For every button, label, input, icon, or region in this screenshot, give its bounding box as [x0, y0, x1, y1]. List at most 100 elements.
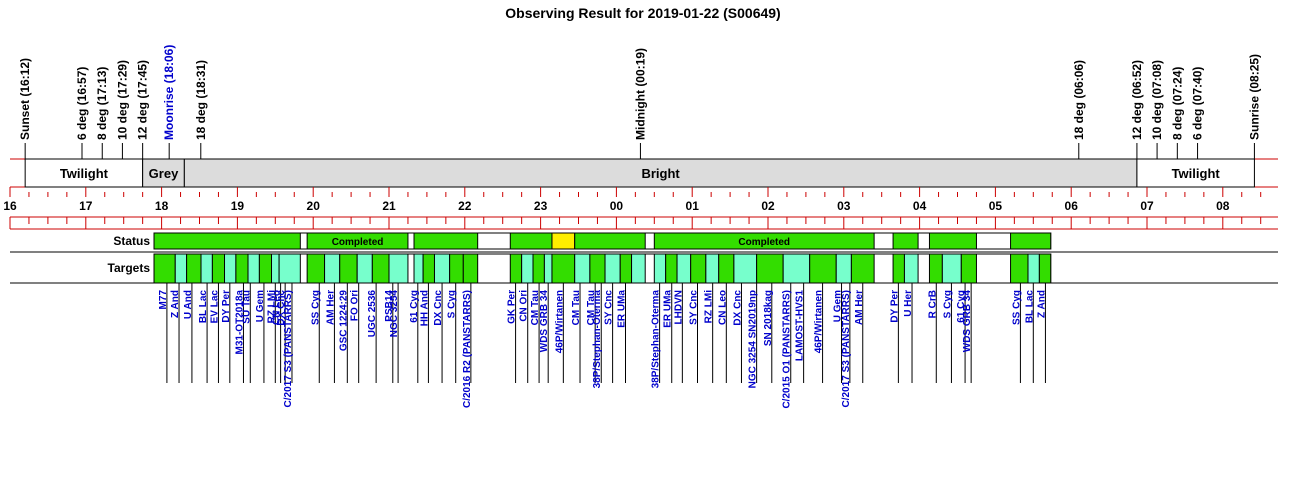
target-label: UGC 2536: [367, 290, 378, 338]
target-block: [551, 253, 576, 284]
event-label: 18 deg (06:06): [1072, 60, 1086, 140]
hour-label: 20: [307, 199, 321, 213]
target-block: [356, 253, 373, 284]
target-label: CN Leo: [717, 290, 728, 325]
target-label: LHDVN: [673, 290, 684, 324]
target-block: [574, 253, 591, 284]
target-label: 61 Cyg: [409, 290, 420, 323]
target-block: [462, 253, 479, 284]
target-label: U Her: [903, 290, 914, 317]
target-label: 46P/Wirtanen: [814, 290, 825, 353]
target-label: LAMOST-HVS1: [795, 290, 806, 362]
target-block: [278, 253, 301, 284]
target-block: [903, 253, 919, 284]
target-block: [1027, 253, 1040, 284]
hour-label: 17: [79, 199, 93, 213]
target-label: HH And: [419, 290, 430, 326]
event-label: 6 deg (07:40): [1191, 67, 1205, 140]
target-label: PSB14: [384, 290, 395, 322]
status-row-label: Status: [113, 234, 150, 248]
target-label: DY Per: [889, 290, 900, 323]
target-label: 38P/Stephan-Oterma: [651, 290, 662, 389]
target-label: AM Her: [854, 290, 865, 325]
target-block: [690, 253, 707, 284]
event-markers: Sunset (16:12) 6 deg (16:57) 8 deg (17:13)…: [18, 45, 1261, 160]
targets-row-label: Targets: [108, 261, 151, 275]
hour-label: 06: [1065, 199, 1079, 213]
target-label: RZ LMi: [704, 290, 715, 324]
hour-label: 18: [155, 199, 169, 213]
hour-label: 21: [382, 199, 396, 213]
hour-label: 04: [913, 199, 927, 213]
event-label: 8 deg (07:24): [1170, 67, 1184, 140]
target-label: CN Leo: [272, 290, 283, 325]
event-label: 12 deg (17:45): [136, 60, 150, 140]
target-label: C/2017 S3 (PANSTARRS): [841, 290, 852, 407]
hour-label: 16: [3, 199, 17, 213]
event-label: 12 deg (06:52): [1130, 60, 1144, 140]
status-block-completed: [306, 232, 409, 250]
target-label: C/2017 S3 (PANSTARRS): [283, 290, 294, 407]
target-block: [324, 253, 341, 284]
target-label: SY Cnc: [604, 290, 615, 325]
target-label: DX Cnc: [276, 290, 287, 326]
band-grey: [142, 158, 185, 188]
target-label: M77: [158, 290, 169, 310]
event-label: 8 deg (17:13): [95, 67, 109, 140]
target-label: SU Tau: [241, 290, 252, 324]
target-block: [247, 253, 260, 284]
target-label: SS Cyg: [1011, 290, 1022, 325]
target-block: [271, 253, 280, 284]
target-block: [211, 253, 226, 284]
status-block-completed: [653, 232, 875, 250]
target-block: [422, 253, 435, 284]
target-block: [509, 253, 523, 284]
target-block: [705, 253, 720, 284]
target-label: BL Lac: [1024, 290, 1035, 324]
target-block: [371, 253, 390, 284]
target-label: CN Ori: [519, 290, 530, 322]
target-label: R CrB: [927, 290, 938, 318]
event-label: 18 deg (18:31): [194, 60, 208, 140]
hour-label: 01: [686, 199, 700, 213]
event-label: 10 deg (07:08): [1150, 60, 1164, 140]
target-label: C/2016 R2 (PANSTARRS): [462, 290, 473, 408]
target-label: WDS GRB 34: [539, 290, 550, 353]
hour-label: 08: [1216, 199, 1230, 213]
event-label: 10 deg (17:29): [115, 60, 129, 140]
target-block: [388, 253, 409, 284]
hour-label: 07: [1140, 199, 1154, 213]
hour-label: 19: [231, 199, 245, 213]
status-block-completed: [413, 232, 479, 250]
band-label: Grey: [149, 166, 179, 181]
status-block-completed: [509, 232, 553, 250]
event-label: Sunrise (08:25): [1247, 54, 1261, 140]
target-label: EV Lac: [209, 290, 220, 324]
band-label: Bright: [641, 166, 680, 181]
target-label: S Cyg: [942, 290, 953, 318]
target-label: ER UMa: [616, 290, 627, 328]
status-block-pending: [551, 232, 576, 250]
target-label: SN 2018kag: [763, 290, 774, 346]
target-label: 38P/Stephan-Oterma: [592, 290, 603, 389]
target-label: Z And: [170, 290, 181, 318]
target-block: [676, 253, 692, 284]
target-label: M31-OT2018a: [234, 290, 245, 355]
status-block-completed: [574, 232, 646, 250]
target-label: BL Lac: [198, 290, 209, 324]
target-block: [665, 253, 678, 284]
target-block: [782, 253, 811, 284]
target-block: [433, 253, 451, 284]
target-label: U Gem: [255, 290, 266, 322]
target-label: 46P/Wirtanen: [554, 290, 565, 353]
target-block: [960, 253, 977, 284]
band-label: Twilight: [60, 166, 109, 181]
target-block: [1038, 253, 1052, 284]
status-block-label: Completed: [738, 237, 790, 248]
target-label: NGC 3254: [389, 290, 400, 338]
target-block: [258, 253, 273, 284]
target-block: [653, 253, 667, 284]
target-block: [619, 253, 633, 284]
target-label: GSC 1224:29: [338, 290, 349, 352]
